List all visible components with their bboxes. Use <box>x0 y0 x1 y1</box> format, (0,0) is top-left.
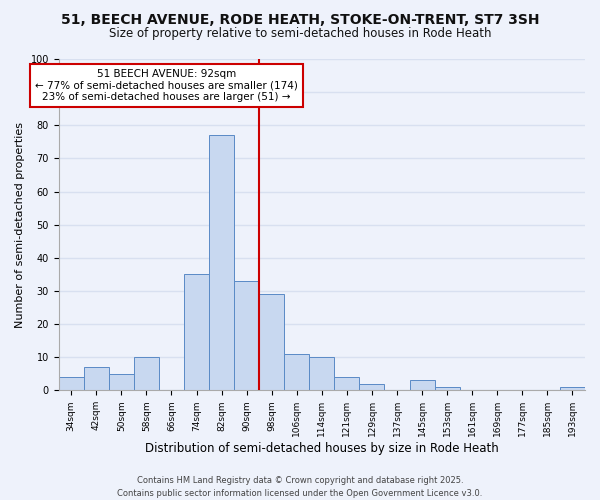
Bar <box>410 380 434 390</box>
Bar <box>109 374 134 390</box>
Bar <box>334 377 359 390</box>
Text: Size of property relative to semi-detached houses in Rode Heath: Size of property relative to semi-detach… <box>109 28 491 40</box>
Bar <box>84 367 109 390</box>
Text: Contains HM Land Registry data © Crown copyright and database right 2025.
Contai: Contains HM Land Registry data © Crown c… <box>118 476 482 498</box>
Bar <box>434 387 460 390</box>
Bar <box>309 357 334 390</box>
X-axis label: Distribution of semi-detached houses by size in Rode Heath: Distribution of semi-detached houses by … <box>145 442 499 455</box>
Bar <box>259 294 284 390</box>
Bar <box>234 281 259 390</box>
Bar <box>59 377 84 390</box>
Text: 51, BEECH AVENUE, RODE HEATH, STOKE-ON-TRENT, ST7 3SH: 51, BEECH AVENUE, RODE HEATH, STOKE-ON-T… <box>61 12 539 26</box>
Bar <box>209 135 234 390</box>
Bar <box>284 354 309 391</box>
Text: 51 BEECH AVENUE: 92sqm
← 77% of semi-detached houses are smaller (174)
23% of se: 51 BEECH AVENUE: 92sqm ← 77% of semi-det… <box>35 69 298 102</box>
Y-axis label: Number of semi-detached properties: Number of semi-detached properties <box>15 122 25 328</box>
Bar <box>184 274 209 390</box>
Bar <box>560 387 585 390</box>
Bar <box>359 384 385 390</box>
Bar <box>134 357 159 390</box>
